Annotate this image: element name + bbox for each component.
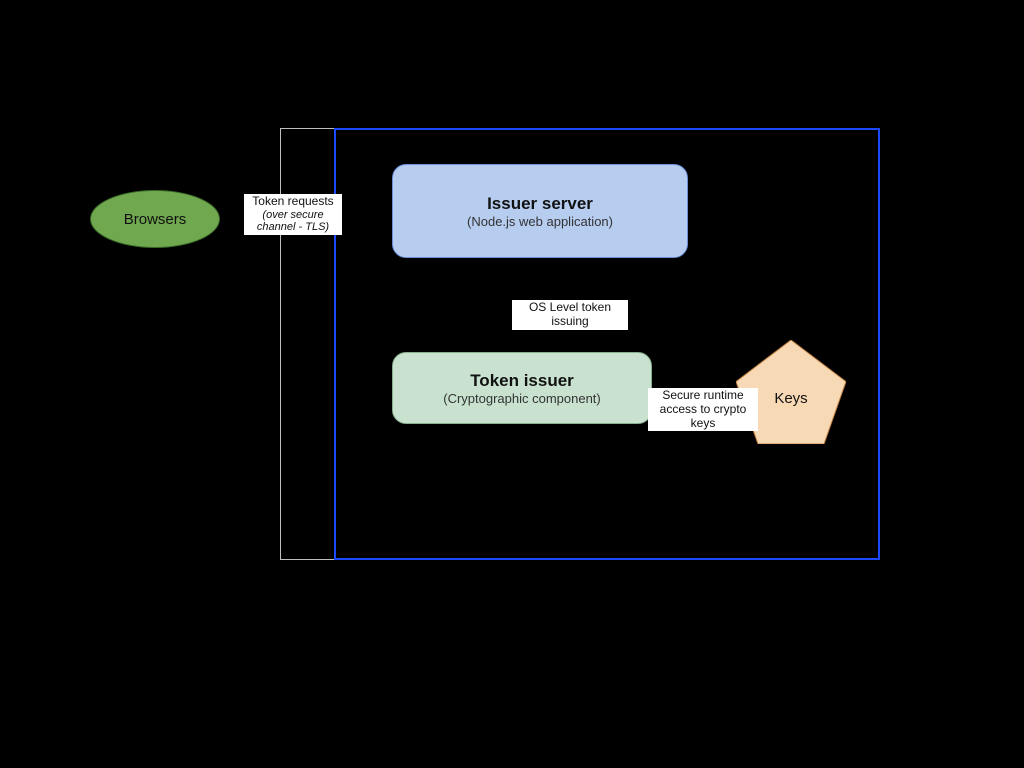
edge-label-line: (over secure: [246, 209, 340, 222]
edge-label-os-level: OS Level token issuing: [512, 300, 628, 330]
issuer-server-subtitle: (Node.js web application): [467, 214, 613, 229]
edge-label-line: OS Level token: [514, 301, 626, 315]
edge-label-line: access to crypto: [650, 403, 756, 417]
issuer-server-node: Issuer server (Node.js web application): [392, 164, 688, 258]
diagram-canvas: Browsers Issuer server (Node.js web appl…: [0, 0, 1024, 768]
edge-label-line: channel - TLS): [246, 221, 340, 234]
edge-label-line: Token requests: [246, 195, 340, 209]
token-issuer-node: Token issuer (Cryptographic component): [392, 352, 652, 424]
edge-label-line: keys: [650, 417, 756, 431]
browsers-label: Browsers: [124, 211, 187, 228]
edge-label-token-requests: Token requests (over secure channel - TL…: [244, 194, 342, 235]
edge-label-line: issuing: [514, 315, 626, 329]
issuer-server-title: Issuer server: [487, 194, 593, 214]
token-issuer-subtitle: (Cryptographic component): [443, 391, 601, 406]
edge-label-secure-runtime: Secure runtime access to crypto keys: [648, 388, 758, 431]
token-issuer-title: Token issuer: [470, 371, 574, 391]
edge-label-line: Secure runtime: [650, 389, 756, 403]
browsers-node: Browsers: [90, 190, 220, 248]
